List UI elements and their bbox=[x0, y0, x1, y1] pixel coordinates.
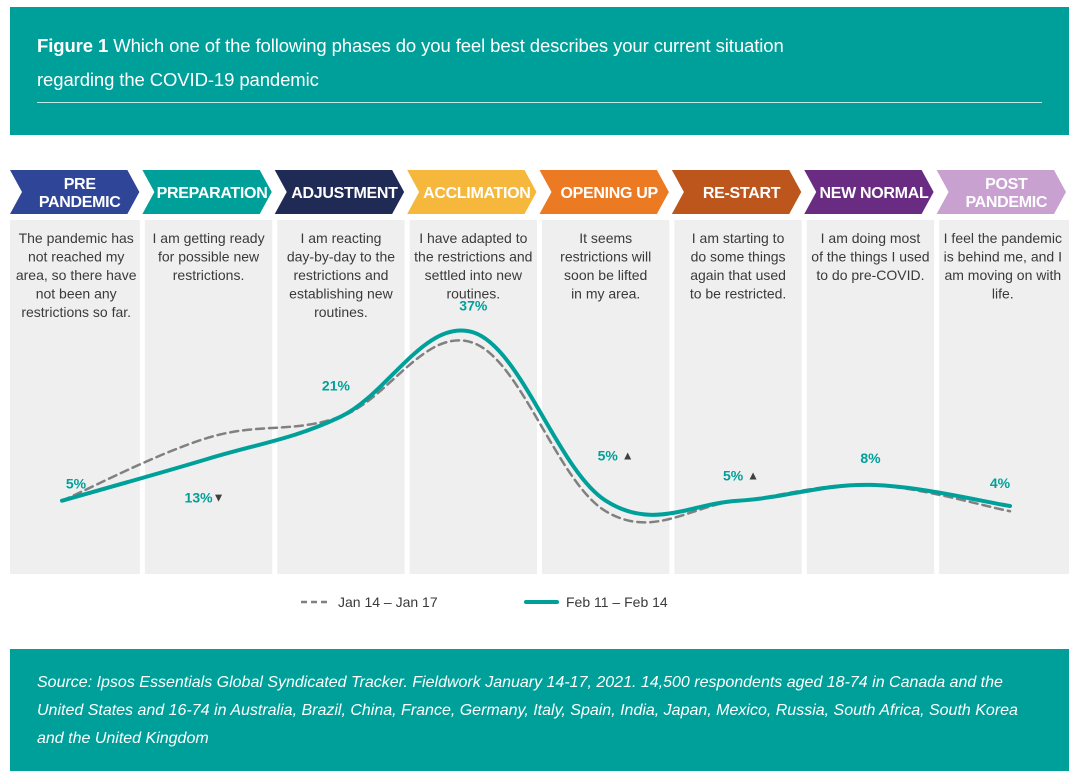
source-line-1: Source: Ipsos Essentials Global Syndicat… bbox=[37, 674, 1003, 691]
phase-description-new-normal: I am doing most bbox=[821, 230, 921, 246]
phase-arrow-preparation bbox=[142, 170, 272, 214]
phase-description-adjustment: I am reacting bbox=[300, 230, 381, 246]
data-label-3: 21% bbox=[322, 378, 351, 394]
phase-label-pre-pandemic: PRE bbox=[64, 176, 97, 193]
phase-description-new-normal: to do pre-COVID. bbox=[816, 267, 924, 283]
phase-description-re-start: do some things bbox=[691, 249, 786, 265]
phase-label-pre-pandemic: PANDEMIC bbox=[39, 194, 121, 211]
phase-description-new-normal: of the things I used bbox=[811, 249, 929, 265]
phase-label-acclimation: ACCLIMATION bbox=[423, 185, 531, 202]
phase-description-post-pandemic: life. bbox=[992, 286, 1014, 302]
header-divider bbox=[37, 102, 1042, 103]
source-line-2: United States and 16-74 in Australia, Br… bbox=[37, 702, 1018, 719]
phase-description-re-start: I am starting to bbox=[692, 230, 785, 246]
phase-arrow-new-normal bbox=[804, 170, 934, 214]
header-banner: Figure 1 Which one of the following phas… bbox=[10, 7, 1069, 135]
data-label-6: 5% bbox=[723, 468, 744, 484]
series-line-jan bbox=[60, 339, 1012, 524]
phase-description-pre-pandemic: The pandemic has bbox=[19, 230, 134, 246]
phase-description-acclimation: I have adapted to bbox=[419, 230, 527, 246]
data-label-4: 37% bbox=[459, 297, 488, 313]
phase-arrow-re-start bbox=[671, 170, 802, 214]
data-label-1: 5% bbox=[66, 476, 87, 492]
phase-description-pre-pandemic: not been any bbox=[36, 286, 117, 302]
phase-description-opening-up: soon be lifted bbox=[564, 267, 647, 283]
phase-label-preparation: PREPARATION bbox=[157, 185, 268, 202]
phase-description-opening-up: in my area. bbox=[571, 286, 640, 302]
phase-description-preparation: for possible new bbox=[158, 249, 260, 265]
figure-title: Figure 1 Which one of the following phas… bbox=[37, 29, 1037, 97]
phase-column-acclimation bbox=[409, 220, 537, 574]
phase-column-new-normal bbox=[806, 220, 935, 574]
phase-label-opening-up: OPENING UP bbox=[560, 185, 658, 202]
phase-description-acclimation: the restrictions and bbox=[414, 249, 532, 265]
legend-label-jan: Jan 14 – Jan 17 bbox=[338, 594, 438, 610]
phase-description-post-pandemic: am moving on with bbox=[944, 267, 1061, 283]
source-line-3: and the United Kingdom bbox=[37, 730, 209, 747]
data-label-arrow-5: ▲ bbox=[622, 449, 634, 463]
phase-description-pre-pandemic: area, so there have bbox=[16, 267, 137, 283]
phase-description-adjustment: routines. bbox=[314, 304, 368, 320]
phase-arrow-pre-pandemic bbox=[10, 170, 140, 214]
phase-description-adjustment: restrictions and bbox=[293, 267, 388, 283]
phase-label-post-pandemic: PANDEMIC bbox=[965, 194, 1047, 211]
source-footer: Source: Ipsos Essentials Global Syndicat… bbox=[10, 649, 1069, 771]
data-label-2: 13% bbox=[185, 490, 214, 506]
phase-description-pre-pandemic: restrictions so far. bbox=[21, 304, 131, 320]
phase-description-adjustment: establishing new bbox=[289, 286, 393, 302]
figure-label: Figure 1 bbox=[37, 35, 109, 56]
phase-column-re-start bbox=[674, 220, 802, 574]
phase-description-post-pandemic: I feel the pandemic bbox=[944, 230, 1062, 246]
phase-label-new-normal: NEW NORMAL bbox=[819, 185, 929, 202]
phase-description-preparation: restrictions. bbox=[173, 267, 245, 283]
phase-arrow-acclimation bbox=[407, 170, 537, 214]
phase-arrow-adjustment bbox=[274, 170, 405, 214]
phase-description-preparation: I am getting ready bbox=[153, 230, 265, 246]
phase-description-post-pandemic: is behind me, and I bbox=[944, 249, 1062, 265]
legend-label-feb: Feb 11 – Feb 14 bbox=[566, 594, 668, 610]
source-note: Source: Ipsos Essentials Global Syndicat… bbox=[37, 669, 1047, 753]
phase-column-adjustment bbox=[277, 220, 405, 574]
data-label-arrow-6: ▲ bbox=[747, 469, 759, 483]
series-line-feb bbox=[60, 328, 1012, 517]
phase-description-acclimation: routines. bbox=[446, 286, 500, 302]
phase-arrow-opening-up bbox=[539, 170, 669, 214]
data-label-arrow-2: ▼ bbox=[213, 491, 225, 505]
phase-description-pre-pandemic: not reached my bbox=[28, 249, 125, 265]
phase-column-post-pandemic bbox=[939, 220, 1069, 574]
phase-description-re-start: to be restricted. bbox=[690, 286, 787, 302]
phase-arrow-post-pandemic bbox=[936, 170, 1066, 214]
phase-label-re-start: RE-START bbox=[703, 185, 781, 202]
data-label-5: 5% bbox=[598, 448, 619, 464]
phase-description-adjustment: day-by-day to the bbox=[287, 249, 395, 265]
data-label-7: 8% bbox=[860, 450, 881, 466]
phase-label-adjustment: ADJUSTMENT bbox=[291, 185, 398, 202]
data-label-8: 4% bbox=[990, 475, 1011, 491]
phase-description-opening-up: It seems bbox=[579, 230, 632, 246]
phase-description-re-start: again that used bbox=[690, 267, 786, 283]
phase-column-pre-pandemic bbox=[10, 220, 140, 574]
phase-label-post-pandemic: POST bbox=[985, 176, 1028, 193]
phase-description-opening-up: restrictions will bbox=[560, 249, 651, 265]
phase-description-acclimation: settled into new bbox=[425, 267, 523, 283]
title-line-1: Which one of the following phases do you… bbox=[113, 35, 784, 56]
title-line-2: regarding the COVID-19 pandemic bbox=[37, 69, 319, 90]
phase-column-preparation bbox=[144, 220, 273, 574]
